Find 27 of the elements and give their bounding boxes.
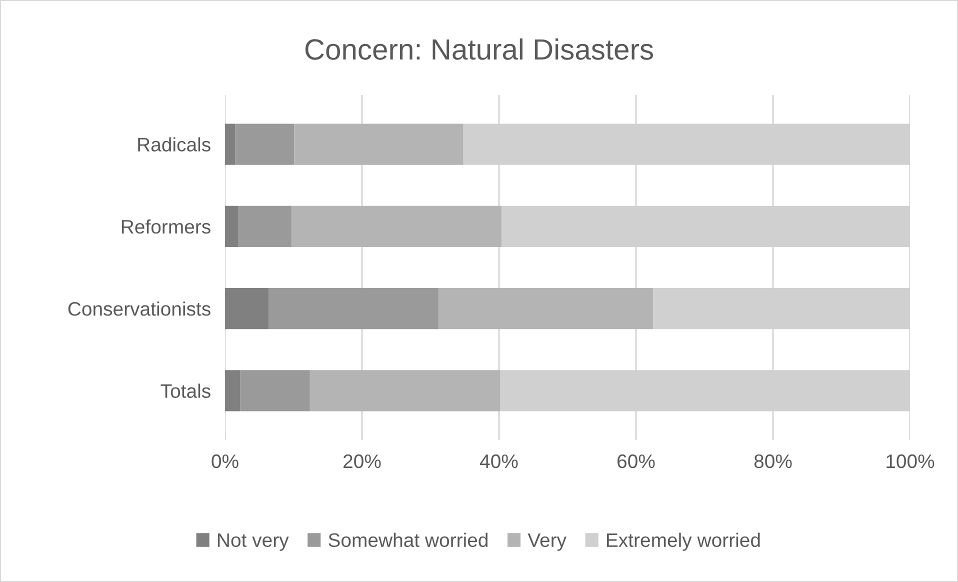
bar xyxy=(310,370,500,412)
bar xyxy=(225,124,236,165)
x-tick-label: 80% xyxy=(754,454,792,468)
bar xyxy=(291,206,502,247)
bar xyxy=(238,206,292,247)
bar xyxy=(225,370,240,412)
bar xyxy=(235,124,294,165)
legend-label: Somewhat worried xyxy=(328,532,488,548)
x-tick-label: 40% xyxy=(480,454,518,468)
legend-label: Not very xyxy=(218,533,289,551)
y-tick-label: Reformers xyxy=(122,219,210,234)
y-tick-label: Radicals xyxy=(138,137,210,152)
bar xyxy=(294,124,464,165)
bar xyxy=(225,206,238,247)
x-tick-label: 60% xyxy=(618,454,655,468)
y-tick-label: Totals xyxy=(160,384,210,398)
bar xyxy=(225,288,269,330)
chart-title: Concern: Natural Disasters xyxy=(305,38,654,60)
legend-label: Extremely worried xyxy=(607,532,760,551)
legend-label: Very xyxy=(528,533,566,551)
x-tick-label: 100% xyxy=(886,454,934,468)
bar xyxy=(438,288,654,330)
y-tick-label: Conservationists xyxy=(68,302,210,316)
x-tick-label: 20% xyxy=(344,454,381,468)
bar xyxy=(240,370,310,412)
x-tick-label: 0% xyxy=(212,454,238,468)
bar xyxy=(268,288,439,330)
